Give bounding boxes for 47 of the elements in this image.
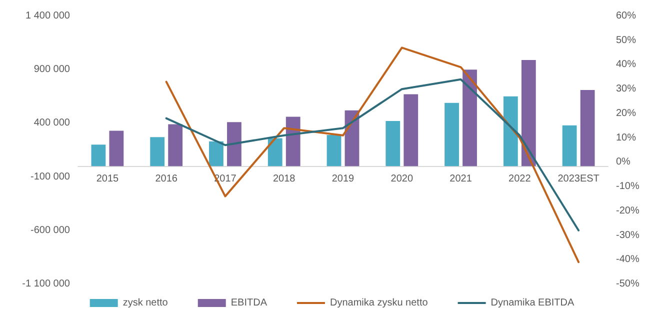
bar [386,121,400,166]
y2-tick-label: -20% [616,205,640,216]
bar [109,130,124,166]
y-tick-label: -600 000 [30,224,70,236]
bar [209,141,224,166]
bar [580,90,595,166]
legend-label: Dynamika EBITDA [490,298,574,308]
bar [168,124,183,166]
bar [404,94,418,166]
bar [91,144,106,166]
bar [150,137,165,166]
x-tick-label: 2018 [272,174,296,185]
x-tick-label: 2020 [390,174,414,185]
y-tick-label: 900 000 [34,64,70,76]
bar [227,122,242,166]
bar [462,70,477,166]
legend-label: EBITDA [230,298,268,308]
legend-label: Dynamika zysku netto [330,298,428,308]
bar [286,116,300,166]
y-tick-label: -1 100 000 [22,278,70,290]
x-tick-label: 2022 [508,174,532,185]
y-tick-label: 400 000 [34,118,70,129]
x-tick-label: 2023EST [558,174,600,185]
bar [503,96,518,166]
bar [444,102,459,166]
bar [326,134,342,166]
legend-label: zysk netto [122,298,168,308]
y2-tick-label: -30% [616,230,640,241]
x-tick-label: 2021 [450,174,472,185]
y2-tick-label: -40% [616,254,640,266]
y2-tick-label: -50% [616,278,640,290]
y2-tick-label: 10% [616,132,636,144]
x-tick-label: 2015 [96,174,120,185]
y2-tick-label: 30% [616,84,636,95]
y2-tick-label: 0% [616,156,631,168]
y2-tick-label: 50% [616,34,636,46]
y2-tick-label: 20% [616,108,636,119]
bar [521,60,536,166]
y-tick-label: 1 400 000 [26,10,70,22]
bar [562,125,577,166]
bar [268,138,282,166]
y2-tick-label: 40% [616,59,636,70]
y2-tick-label: -10% [616,181,640,192]
x-tick-label: 2019 [332,174,355,185]
y-tick-label: -100 000 [30,171,70,182]
y2-tick-label: 60% [616,10,636,22]
x-tick-label: 2016 [155,174,178,185]
